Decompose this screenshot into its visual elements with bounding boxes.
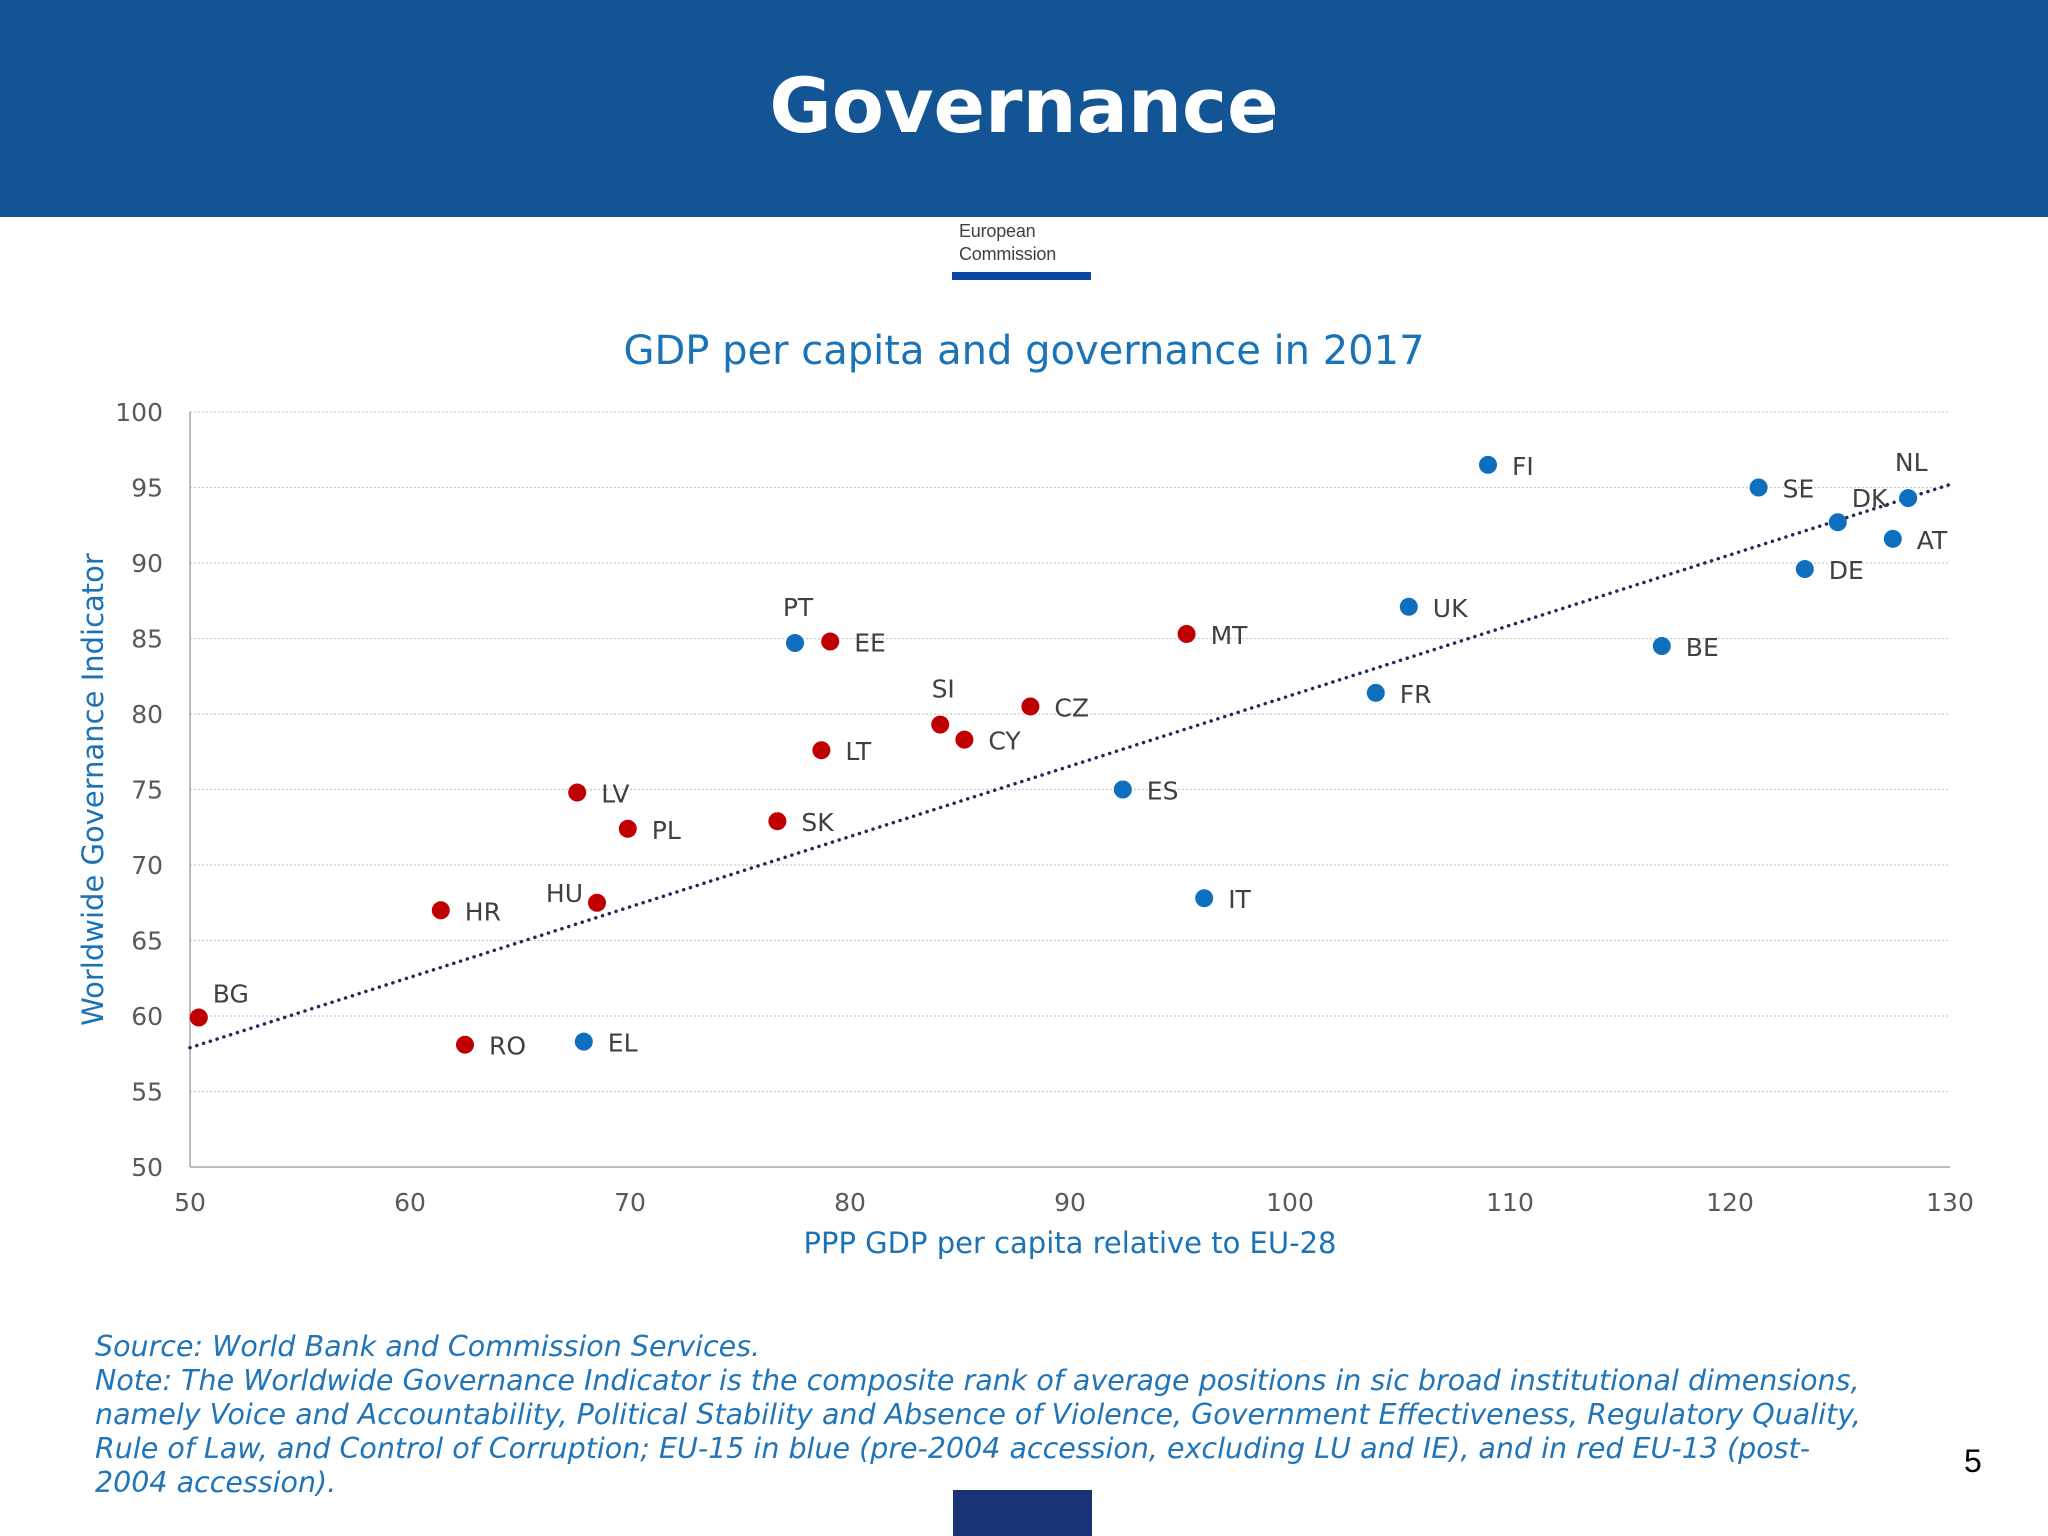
x-tick-label: 90 — [1054, 1188, 1086, 1217]
x-tick-label: 70 — [614, 1188, 646, 1217]
x-tick-label: 80 — [834, 1188, 866, 1217]
y-axis-title: Worldwide Governance Indicator — [76, 553, 110, 1026]
point-label-de: DE — [1829, 556, 1864, 585]
point-label-dk: DK — [1852, 484, 1888, 513]
y-tick-label: 60 — [131, 1002, 163, 1031]
data-point-sk — [768, 812, 787, 831]
data-point-pt — [786, 634, 804, 653]
data-point-cy — [955, 730, 974, 749]
point-label-nl: NL — [1895, 448, 1928, 477]
slide-title: Governance — [769, 61, 1279, 150]
point-label-uk: UK — [1433, 594, 1468, 623]
point-label-ro: RO — [489, 1032, 526, 1061]
data-point-de — [1795, 560, 1814, 579]
data-point-se — [1749, 478, 1768, 497]
point-label-lt: LT — [845, 737, 871, 766]
point-label-fi: FI — [1512, 452, 1534, 481]
footnote-note-line-3: Rule of Law, and Control of Corruption; … — [95, 1432, 1810, 1465]
x-tick-label: 120 — [1706, 1188, 1754, 1217]
data-point-si — [931, 715, 950, 734]
trendline — [188, 482, 1952, 1050]
footnote-source: Source: World Bank and Commission Servic… — [95, 1330, 761, 1363]
y-tick-label: 80 — [131, 700, 163, 729]
x-tick-label: 100 — [1266, 1188, 1314, 1217]
y-tick-label: 65 — [131, 927, 163, 956]
data-point-fi — [1479, 455, 1497, 474]
data-point-ro — [456, 1035, 474, 1054]
point-label-hr: HR — [465, 897, 501, 926]
page-number: 5 — [1964, 1443, 1982, 1479]
data-point-fr — [1366, 683, 1385, 702]
data-point-be — [1652, 637, 1671, 656]
x-tick-label: 110 — [1486, 1188, 1534, 1217]
data-point-bg — [189, 1008, 208, 1027]
point-label-cz: CZ — [1054, 693, 1089, 722]
point-label-cy: CY — [988, 727, 1021, 756]
y-tick-label: 90 — [131, 549, 163, 578]
point-label-at: AT — [1917, 526, 1948, 555]
logo-text-line1: European — [959, 221, 1036, 241]
point-label-bg: BG — [213, 980, 249, 1009]
y-tick-label: 55 — [131, 1078, 163, 1107]
logo-underline-bar — [952, 272, 1091, 280]
data-point-cz — [1021, 697, 1040, 716]
y-tick-label: 50 — [131, 1153, 163, 1182]
x-tick-label: 60 — [394, 1188, 426, 1217]
scatter-chart: 50 55 60 65 70 75 80 85 90 95 100 50 60 70 80 90 100 110 1… — [76, 398, 1974, 1260]
point-label-hu: HU — [546, 879, 583, 908]
point-label-it: IT — [1228, 885, 1251, 914]
data-point-lv — [568, 783, 587, 802]
data-point-mt — [1177, 624, 1196, 643]
data-point-pl — [618, 819, 637, 838]
data-point-nl — [1899, 489, 1918, 508]
data-point-hr — [431, 901, 450, 920]
point-label-mt: MT — [1211, 621, 1249, 650]
data-point-it — [1195, 889, 1214, 908]
point-label-pt: PT — [783, 593, 814, 622]
footnote-note-line-2: namely Voice and Accountability, Politic… — [95, 1398, 1861, 1431]
footnote-note-line-1: Note: The Worldwide Governance Indicator… — [95, 1364, 1860, 1397]
data-point-dk — [1828, 513, 1847, 532]
x-tick-label: 50 — [174, 1188, 206, 1217]
data-point-hu — [588, 893, 606, 912]
point-label-el: EL — [608, 1029, 638, 1058]
point-label-pl: PL — [652, 816, 681, 845]
footnote: Source: World Bank and Commission Servic… — [95, 1330, 1935, 1500]
point-label-lv: LV — [601, 780, 629, 809]
point-label-si: SI — [932, 675, 955, 704]
data-point-es — [1113, 780, 1132, 799]
data-point-lt — [812, 741, 831, 760]
slide-header: Governance — [0, 0, 2048, 217]
data-point-ee — [821, 632, 840, 651]
bottom-decoration-block — [953, 1490, 1092, 1536]
point-label-sk: SK — [801, 808, 834, 837]
x-axis-title: PPP GDP per capita relative to EU-28 — [804, 1226, 1337, 1260]
logo-text-line2: Commission — [959, 244, 1057, 264]
point-label-fr: FR — [1400, 680, 1432, 709]
x-tick-label: 130 — [1926, 1188, 1974, 1217]
y-tick-label: 100 — [115, 398, 163, 427]
point-label-es: ES — [1147, 777, 1179, 806]
european-commission-logo: European Commission — [952, 221, 1092, 281]
data-point-at — [1883, 529, 1902, 548]
data-point-el — [574, 1032, 593, 1051]
y-tick-label: 70 — [131, 851, 163, 880]
y-tick-label: 85 — [131, 625, 163, 654]
y-tick-label: 95 — [131, 474, 163, 503]
chart-title: GDP per capita and governance in 2017 — [623, 328, 1425, 374]
point-label-ee: EE — [854, 629, 886, 658]
data-point-uk — [1399, 597, 1418, 616]
point-label-se: SE — [1783, 475, 1815, 504]
footnote-note-line-4: 2004 accession). — [95, 1466, 337, 1499]
point-label-be: BE — [1686, 633, 1719, 662]
y-tick-label: 75 — [131, 776, 163, 805]
